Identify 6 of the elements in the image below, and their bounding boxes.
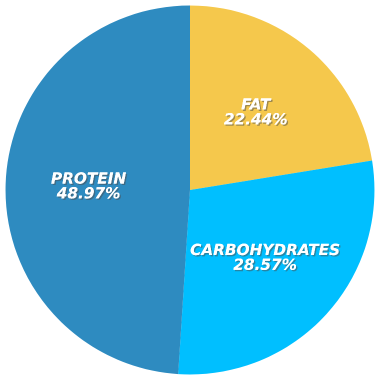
slice-label: CARBOHYDRATES [190, 244, 341, 257]
data-label: 28.57% [233, 258, 298, 272]
data-label: 22.44% [224, 113, 288, 126]
data-label: 48.97% [56, 187, 121, 200]
slice-label: FAT [241, 98, 273, 111]
slice-label: PROTEIN [51, 172, 128, 186]
